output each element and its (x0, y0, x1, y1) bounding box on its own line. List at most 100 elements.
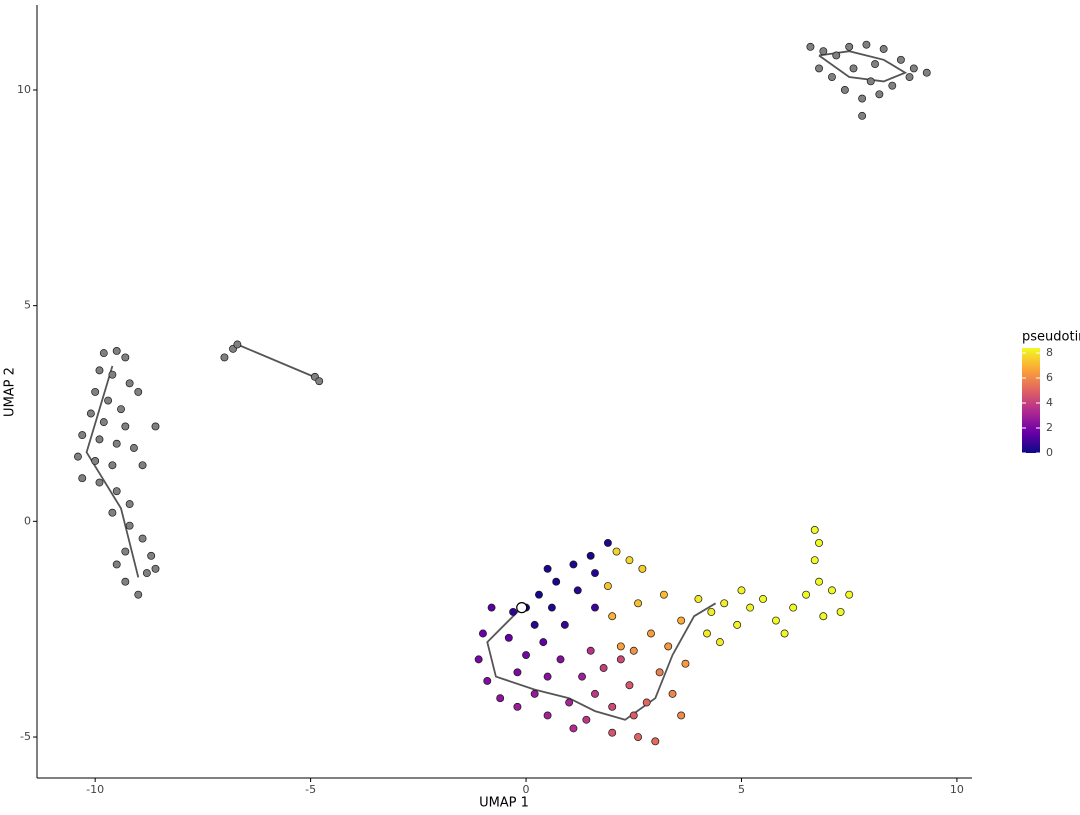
cell-point (828, 586, 836, 595)
cell-point (806, 42, 815, 51)
cell-point (121, 547, 130, 556)
cell-point (547, 603, 556, 612)
cell-point (552, 577, 561, 586)
cell-point (99, 418, 108, 427)
y-tick-label: -5 (20, 730, 31, 743)
cell-point (591, 689, 599, 698)
colorbar-tick-label: 4 (1046, 396, 1053, 409)
cell-point (539, 638, 548, 647)
cell-point (634, 733, 643, 741)
x-tick-label: -10 (86, 783, 104, 796)
cell-point (810, 526, 819, 534)
cell-point (78, 474, 87, 483)
cell-point (556, 655, 565, 664)
cell-point (108, 461, 117, 470)
cell-point (569, 724, 578, 733)
cell-point (625, 681, 634, 690)
cell-point (651, 737, 660, 746)
cell-point (603, 538, 612, 547)
cell-point (608, 728, 617, 737)
cell-point (543, 711, 552, 720)
cell-point (677, 711, 686, 720)
cell-point (819, 612, 828, 621)
cell-point (543, 672, 552, 681)
cell-point (603, 582, 612, 590)
cell-point (142, 569, 151, 578)
cell-point (530, 620, 539, 629)
cell-point (875, 90, 884, 99)
cell-point (95, 478, 104, 487)
cell-point (522, 651, 530, 660)
cell-point (578, 672, 587, 681)
cell-point (496, 694, 505, 703)
cell-point (608, 702, 617, 711)
cell-point (810, 556, 819, 565)
cell-point (733, 620, 742, 629)
cell-point (746, 603, 755, 612)
x-tick-label: 5 (738, 783, 745, 796)
cell-point (616, 655, 625, 664)
cell-point (780, 629, 789, 638)
cell-point (121, 353, 130, 362)
cell-point (112, 347, 121, 355)
cell-point (707, 607, 716, 616)
cell-point (879, 45, 888, 53)
trajectory (85, 50, 908, 721)
cell-point (866, 77, 875, 86)
cell-point (845, 42, 854, 51)
cell-point (677, 616, 686, 625)
colorbar (1022, 348, 1040, 453)
x-tick-label: 0 (523, 783, 530, 796)
cell-point (134, 590, 143, 599)
cell-point (513, 702, 522, 711)
cell-point (112, 487, 121, 496)
colorbar-tick-label: 8 (1046, 346, 1053, 359)
cell-point (629, 646, 638, 655)
y-axis-label: UMAP 2 (3, 367, 18, 417)
cell-point (220, 353, 229, 362)
cell-point (840, 86, 849, 94)
x-axis-label: UMAP 1 (479, 796, 529, 811)
cell-point (125, 379, 134, 388)
cell-point (720, 599, 729, 608)
cell-point (315, 377, 324, 386)
cell-point (681, 659, 690, 668)
cell-point (565, 698, 574, 707)
cell-point (86, 409, 95, 418)
cell-point (560, 620, 569, 629)
cell-point (151, 564, 160, 573)
cell-point (612, 547, 621, 556)
cell-point (871, 60, 880, 69)
cell-point (772, 616, 780, 625)
y-tick-label: 5 (24, 299, 31, 312)
cell-point (737, 586, 746, 595)
cell-point (582, 715, 591, 724)
cell-point (815, 64, 823, 73)
cell-point (858, 111, 867, 120)
y-tick-label: 10 (17, 83, 31, 96)
cell-point (815, 577, 823, 586)
y-tick-label: 0 (24, 514, 31, 527)
cell-point (117, 405, 125, 414)
cell-point (616, 642, 625, 651)
cell-point (543, 564, 552, 573)
colorbar-tick-label: 6 (1046, 371, 1053, 384)
cell-point (535, 590, 543, 599)
cell-point (694, 595, 703, 603)
cell-point (659, 590, 668, 599)
cell-point (642, 698, 651, 707)
cell-point (125, 500, 134, 509)
cell-point (832, 51, 841, 60)
cell-point (586, 646, 595, 655)
cell-point (487, 603, 496, 612)
cell-point (599, 664, 608, 672)
cell-point (573, 586, 582, 595)
cell-point (862, 40, 871, 49)
cell-point (629, 711, 638, 720)
cell-point (647, 629, 655, 638)
cell-point (922, 68, 931, 77)
cell-point (591, 569, 599, 578)
cell-point (608, 612, 617, 621)
